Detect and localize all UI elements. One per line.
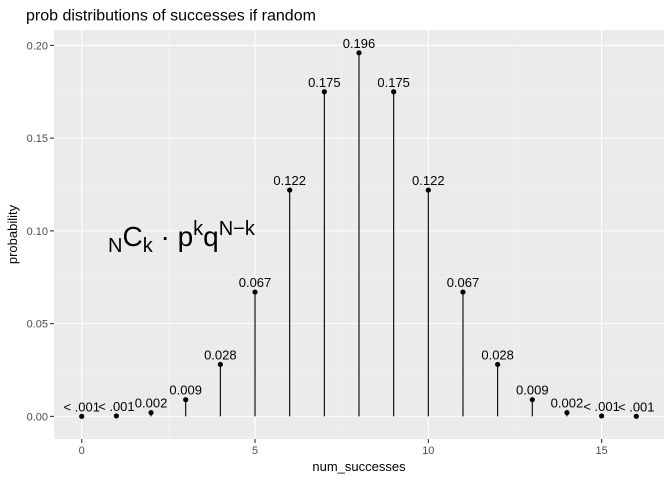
chart-title: prob distributions of successes if rando… [26, 8, 316, 25]
data-label-7: 0.175 [308, 75, 341, 90]
point-2 [148, 410, 154, 416]
data-label-11: 0.067 [447, 275, 480, 290]
y-tick-label-0: 0.00 [27, 411, 48, 423]
y-tick-label-3: 0.15 [27, 133, 48, 145]
data-label-14: 0.002 [551, 396, 584, 411]
data-label-15: < .001 [583, 399, 620, 414]
x-tick-label-0: 0 [79, 445, 85, 457]
point-5 [252, 289, 258, 295]
formula-part-5: q [203, 221, 219, 252]
x-tick-label-5: 5 [252, 445, 258, 457]
point-10 [425, 187, 431, 193]
point-15 [599, 413, 605, 419]
data-label-16: < .001 [618, 399, 655, 414]
point-6 [287, 187, 293, 193]
data-label-2: 0.002 [135, 396, 168, 411]
y-tick-label-2: 0.10 [27, 226, 48, 238]
point-7 [321, 89, 327, 95]
point-11 [460, 289, 466, 295]
point-13 [529, 397, 535, 403]
data-label-10: 0.122 [412, 173, 445, 188]
formula-part-0: N [108, 235, 122, 257]
formula-part-1: C [122, 221, 142, 252]
formula-part-2: k [143, 235, 154, 257]
y-axis-title: probability [5, 204, 20, 264]
data-labels: < .001< .001 0.0020.0090.0280.0670.1220.1… [63, 36, 654, 415]
point-1 [113, 413, 119, 419]
lollipop-marks [79, 50, 639, 419]
formula-annotation: NCk · pkqN−k [108, 218, 256, 257]
data-label-9: 0.175 [377, 75, 410, 90]
x-axis-title: num_successes [312, 459, 406, 474]
point-9 [391, 89, 397, 95]
formula-part-6: N−k [219, 218, 256, 240]
data-label-5: 0.067 [239, 275, 272, 290]
point-16 [633, 413, 639, 419]
point-12 [495, 361, 501, 368]
point-3 [183, 397, 189, 403]
point-0 [79, 413, 85, 419]
y-tick-label-1: 0.05 [27, 319, 48, 331]
point-14 [564, 410, 570, 416]
data-label-3: 0.009 [169, 383, 202, 398]
formula-part-4: k [193, 218, 204, 240]
x-tick-label-15: 15 [595, 445, 607, 457]
data-label-12: 0.028 [481, 347, 514, 362]
data-label-4: 0.028 [204, 347, 237, 362]
data-label-6: 0.122 [273, 173, 306, 188]
point-4 [217, 361, 223, 368]
formula-part-3: · p [153, 221, 193, 252]
y-tick-label-4: 0.20 [27, 40, 48, 52]
x-tick-label-10: 10 [422, 445, 434, 457]
data-label-8: 0.196 [343, 36, 376, 51]
data-label-0: < .001 [63, 399, 100, 414]
point-8 [356, 50, 362, 56]
data-label-13: 0.009 [516, 383, 549, 398]
data-label-1: < .001 [98, 399, 135, 414]
axes: 0 5 10 15 0.00 0.05 0.10 0.15 0.20 [27, 40, 608, 457]
